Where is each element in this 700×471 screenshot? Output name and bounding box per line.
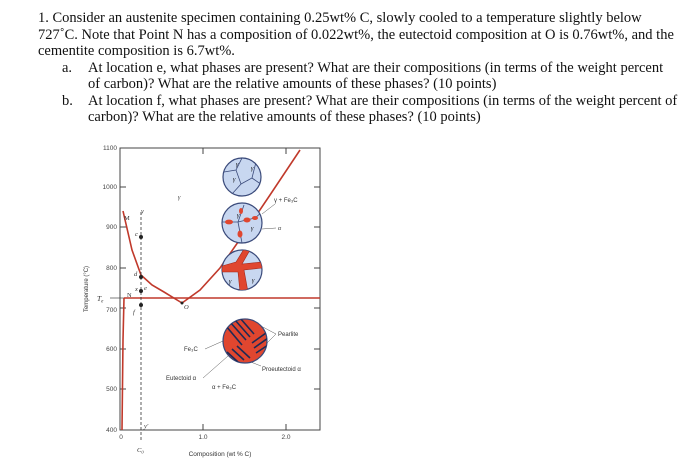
y-tick-700: 700 <box>106 307 117 314</box>
microstructure-austenite: γ γ γ <box>222 157 262 197</box>
label-N: N <box>127 292 132 299</box>
question-intro: 1. Consider an austenite specimen contai… <box>38 10 674 59</box>
point-e <box>139 289 143 293</box>
label-e: e <box>144 285 147 292</box>
part-b-label: b. <box>62 92 73 109</box>
grain-gamma-4: γ <box>237 213 240 219</box>
y-tick-800: 800 <box>106 265 117 272</box>
grain-gamma-2: γ <box>233 177 236 183</box>
part-a-text: At location e, what phases are present? … <box>88 59 664 93</box>
y-tick-500: 500 <box>106 386 117 393</box>
x-axis-label: Composition (wt % C) <box>189 451 252 458</box>
point-o <box>180 301 184 305</box>
region-fe3c: Fe₃C <box>184 347 198 353</box>
region-alpha-small: α <box>278 226 282 232</box>
c0-label: C0 <box>137 447 144 455</box>
label-f: f <box>133 309 136 316</box>
question-part-a: a. At location e, what phases are present… <box>38 60 678 93</box>
grain-gamma-7: γ <box>252 278 255 284</box>
label-x: x <box>134 286 138 293</box>
y-tick-400: 400 <box>106 427 117 434</box>
x-tick-1: 1.0 <box>198 434 207 441</box>
microstructure-gamma-alpha-growth: γ γ <box>221 249 263 291</box>
part-a-label: a. <box>62 59 73 76</box>
plot-frame <box>119 147 321 431</box>
label-y: y <box>140 208 144 215</box>
point-d <box>139 275 143 279</box>
region-eutectoid-alpha: Eutectoid α <box>166 376 197 382</box>
grain-gamma-1: γ <box>236 162 239 168</box>
region-proeutectoid-alpha: Proeutectoid α <box>262 367 301 373</box>
y-axis-label: Temperature (°C) <box>84 266 90 312</box>
x-tick-0: 0 <box>119 434 123 441</box>
question-part-b: b. At location f, what phases are present… <box>38 93 678 126</box>
label-O: O <box>184 304 189 311</box>
microstructure-pearlite <box>222 318 268 364</box>
question-text: 1. Consider an austenite specimen contai… <box>38 10 678 126</box>
region-pearlite: Pearlite <box>278 332 299 338</box>
grain-gamma-6: γ <box>229 279 232 285</box>
part-b-text: At location f, what phases are present? … <box>88 92 678 126</box>
region-gamma-fe3c: γ + Fe₃C <box>274 198 298 204</box>
gamma-alpha-boundary <box>122 210 183 304</box>
y-tick-600: 600 <box>106 346 117 353</box>
alpha-solvus <box>121 297 125 431</box>
point-f <box>139 303 143 307</box>
x-tick-2: 2.0 <box>281 434 290 441</box>
label-y-prime: y′ <box>143 423 149 430</box>
label-c: c <box>135 231 138 238</box>
question-parts: a. At location e, what phases are present… <box>38 60 678 126</box>
grain-gamma-3: γ <box>251 166 254 172</box>
te-label: Te <box>97 294 104 305</box>
y-ticks <box>120 147 320 430</box>
region-alpha-fe3c: α + Fe₃C <box>212 385 237 391</box>
point-c <box>139 235 143 239</box>
grain-gamma-5: γ <box>251 226 254 232</box>
label-M: M <box>124 215 130 222</box>
microstructure-gamma-alpha-nucleation: γ γ <box>221 202 263 244</box>
label-d: d <box>134 271 138 278</box>
y-tick-1100: 1100 <box>103 145 117 152</box>
y-tick-1000: 1000 <box>103 184 118 191</box>
region-gamma: γ <box>178 195 181 201</box>
y-tick-900: 900 <box>106 224 117 231</box>
